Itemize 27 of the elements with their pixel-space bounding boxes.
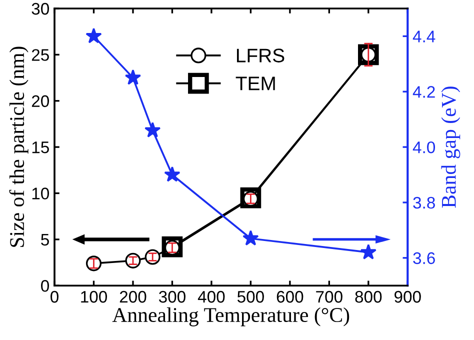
y-tick-label: 0 (41, 280, 49, 292)
x-tick-label: 100 (81, 290, 107, 303)
x-tick-label: 400 (198, 290, 225, 303)
x-tick-label: 700 (316, 290, 342, 303)
x-tick-label: 600 (276, 290, 304, 303)
y2-tick-label: 4.4 (412, 30, 436, 42)
y2-tick-label: 3.8 (413, 196, 435, 209)
x-tick-label: 900 (394, 290, 421, 303)
x-axis-title: Annealing Temperature (°C) (112, 307, 350, 326)
y-tick-label: 20 (32, 95, 49, 108)
x-tick-label: 0 (50, 290, 58, 303)
y-axis-title: Size of the particle (nm) (9, 46, 28, 247)
x-tick-label: 200 (120, 290, 146, 303)
y-tick-label: 5 (41, 234, 49, 246)
y-tick-label: 15 (32, 142, 49, 154)
y2-axis-title: Band gap (eV) (441, 86, 460, 208)
legend-label: LFRS (236, 48, 284, 62)
x-tick-label: 300 (158, 290, 186, 303)
legend-label: TEM (236, 76, 275, 90)
y-tick-label: 25 (32, 49, 49, 61)
x-tick-label: 800 (355, 290, 382, 303)
x-tick-label: 500 (237, 290, 264, 303)
y-tick-label: 10 (32, 188, 49, 200)
y2-tick-label: 3.6 (413, 252, 435, 264)
y2-tick-label: 4.0 (412, 141, 436, 154)
y2-tick-label: 4.2 (412, 86, 435, 98)
y-tick-label: 30 (32, 2, 49, 15)
